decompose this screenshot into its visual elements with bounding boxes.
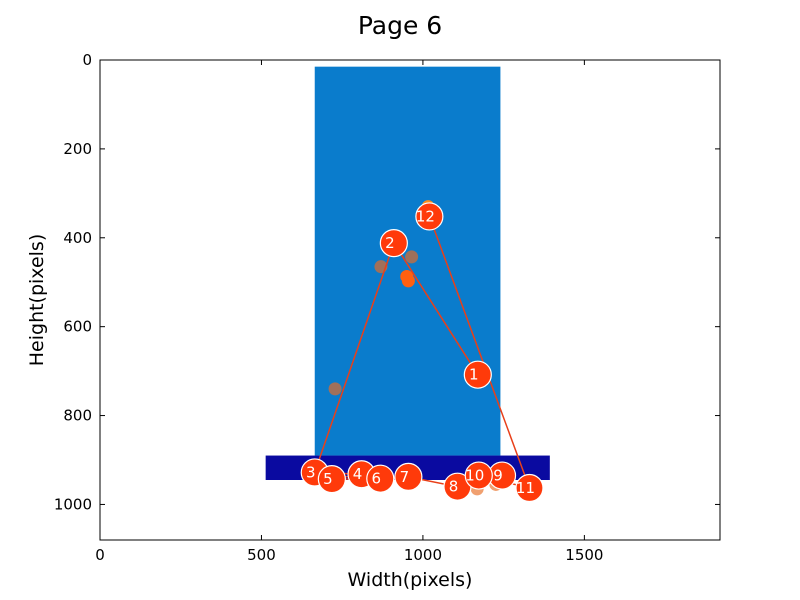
fixation-label: 8 [449, 478, 459, 496]
axes: 0 500 1000 1500 0 200 400 600 800 1000 [54, 51, 721, 564]
fixation-1: 1 [463, 360, 492, 389]
fixation-12: 12 [415, 202, 444, 231]
fixation-marker [379, 229, 408, 258]
gaze-point [405, 250, 419, 264]
fixation-7: 7 [394, 462, 423, 491]
fixation-6: 6 [366, 464, 395, 493]
x-axis-label: Width(pixels) [348, 569, 473, 591]
fixation-label: 5 [323, 470, 333, 488]
fixation-label: 11 [516, 479, 535, 497]
fixation-label: 4 [353, 465, 363, 483]
fixation-11: 11 [515, 473, 544, 503]
fixation-10: 10 [464, 461, 493, 490]
gaze-point [401, 274, 415, 288]
x-tick-label: 1000 [404, 546, 442, 564]
fixation-marker [463, 360, 492, 389]
fixation-label: 7 [400, 468, 410, 486]
gaze-point [328, 382, 342, 396]
y-tick-label: 1000 [54, 495, 92, 513]
fixation-label: 1 [469, 366, 479, 384]
y-tick-label: 400 [63, 229, 92, 247]
y-tick-label: 600 [63, 318, 92, 336]
fixation-label: 12 [416, 207, 435, 225]
y-tick-label: 200 [63, 140, 92, 158]
chart-title: Page 6 [358, 11, 442, 40]
x-tick-label: 500 [247, 546, 276, 564]
fixation-marker [317, 465, 346, 494]
fixation-label: 2 [385, 234, 395, 252]
x-tick-label: 1500 [565, 546, 603, 564]
fixation-marker [415, 202, 444, 231]
fixation-label: 10 [465, 467, 484, 485]
fixation-label: 9 [493, 467, 503, 485]
plot-frame [99, 59, 721, 541]
fixation-5: 5 [317, 465, 346, 494]
fixation-marker [515, 473, 544, 503]
y-axis-label: Height(pixels) [26, 234, 48, 367]
fixation-marker [366, 464, 395, 493]
fixation-label: 6 [372, 470, 382, 488]
y-tick-label: 0 [82, 51, 92, 69]
fixation-label: 3 [306, 463, 316, 481]
fixation-marker [394, 462, 423, 491]
y-tick-label: 800 [63, 407, 92, 425]
x-tick-label: 0 [95, 546, 105, 564]
fixation-marker [464, 461, 493, 490]
fixation-2: 2 [379, 229, 408, 258]
